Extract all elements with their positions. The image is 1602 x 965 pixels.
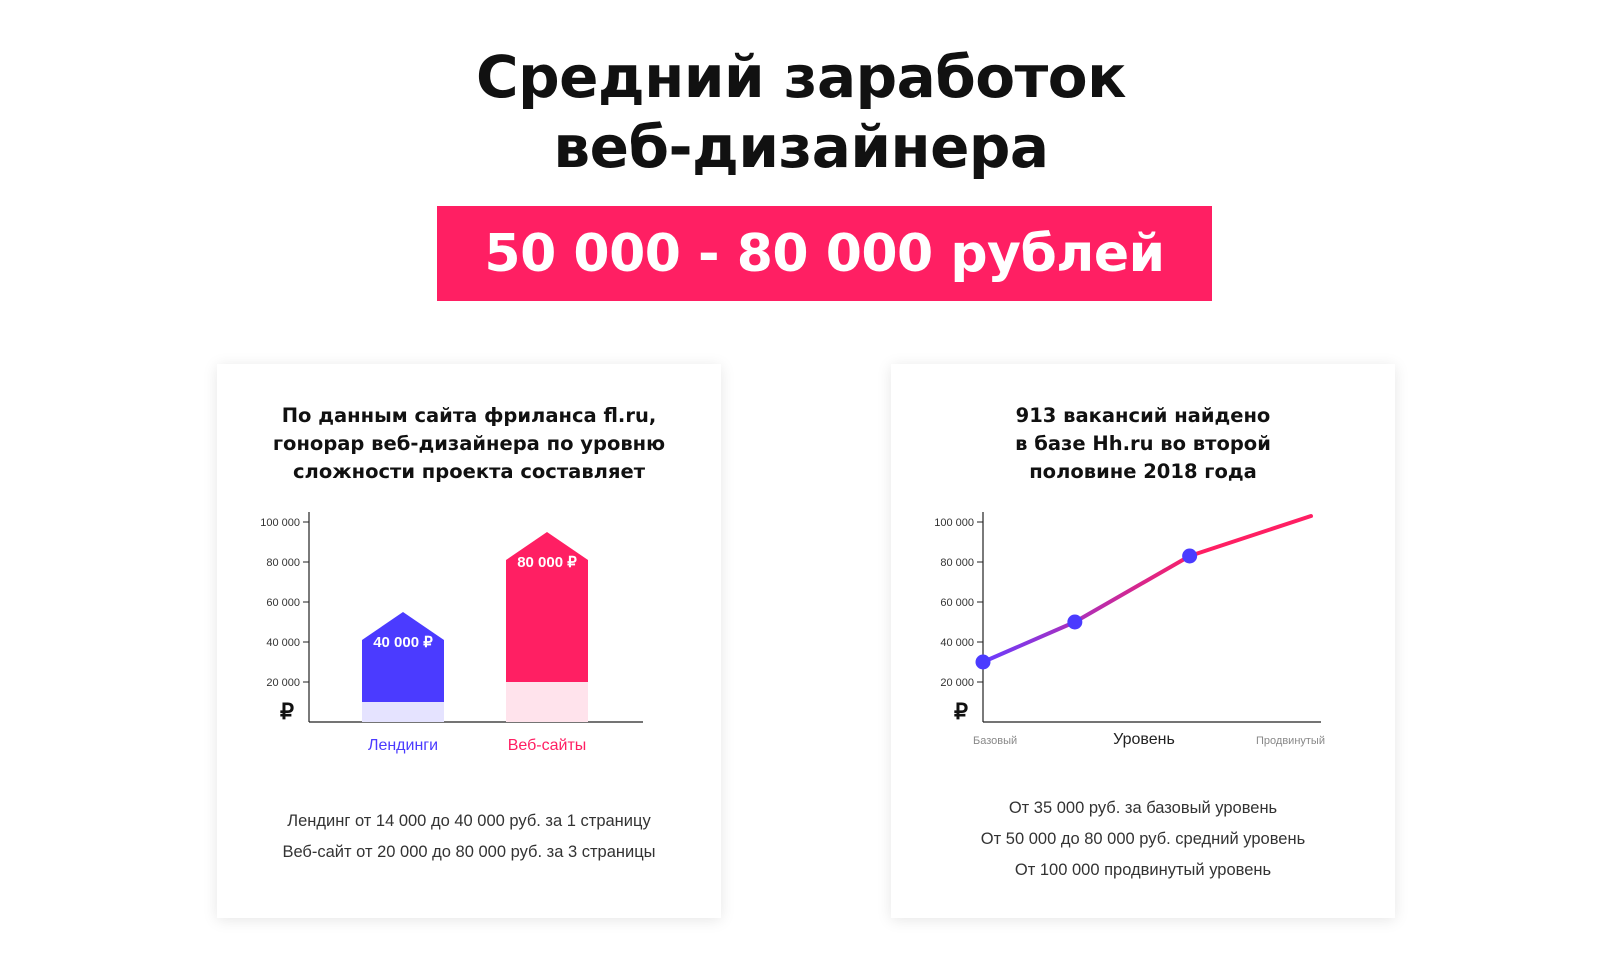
y-tick-label: 80 000 xyxy=(266,557,300,569)
currency-symbol: ₽ xyxy=(280,699,294,724)
y-tick-label: 40 000 xyxy=(940,637,974,649)
freelance-card-title: По данным сайта фриланса fl.ru, гонорар … xyxy=(217,402,721,486)
advanced-level-note: От 100 000 продвинутый уровень xyxy=(1014,861,1272,879)
y-tick-label: 40 000 xyxy=(266,637,300,649)
vacancies-card-title: 913 вакансий найдено в базе Hh.ru во вто… xyxy=(891,402,1395,486)
y-tick-label: 100 000 xyxy=(260,517,300,529)
vacancies-card-title-line: 913 вакансий найдено xyxy=(1015,404,1271,427)
vacancies-card-title-line: в базе Hh.ru во второй xyxy=(1015,432,1271,455)
x-category-label: Веб-сайты xyxy=(508,737,587,754)
y-tick-label: 100 000 xyxy=(934,517,974,529)
y-tick-label: 80 000 xyxy=(940,557,974,569)
data-point xyxy=(975,654,991,670)
freelance-rates-card: По данным сайта фриланса fl.ru, гонорар … xyxy=(217,364,721,918)
y-tick-label: 60 000 xyxy=(266,597,300,609)
page-title-line-1: Средний заработок xyxy=(476,43,1126,111)
bar xyxy=(362,612,444,702)
data-point xyxy=(1182,548,1198,564)
vacancies-notes: От 35 000 руб. за базовый уровень От 50 … xyxy=(891,793,1395,886)
freelance-card-title-line: сложности проекта составляет xyxy=(292,460,645,483)
x-end-label: Продвинутый xyxy=(1256,735,1325,747)
bar xyxy=(506,532,588,682)
page-title-line-2: веб-дизайнера xyxy=(553,113,1049,181)
vacancies-card-title-line: половине 2018 года xyxy=(1029,460,1257,483)
website-rate-note: Веб-сайт от 20 000 до 80 000 руб. за 3 с… xyxy=(282,843,656,861)
bar-data-label: 80 000 ₽ xyxy=(517,554,577,571)
y-tick-label: 20 000 xyxy=(266,677,300,689)
freelance-bar-chart: 100 000 80 000 60 000 40 000 20 000 ₽40 000 ₽… xyxy=(260,512,643,754)
salary-level-line-chart: 100 000 80 000 60 000 40 000 20 000 ₽ Базовый У… xyxy=(934,512,1325,748)
freelance-card-title-line: гонорар веб-дизайнера по уровню xyxy=(272,432,666,455)
currency-symbol: ₽ xyxy=(954,699,968,724)
bar-base-segment xyxy=(362,702,444,722)
basic-level-note: От 35 000 руб. за базовый уровень xyxy=(1008,799,1278,817)
bar-data-label: 40 000 ₽ xyxy=(373,634,433,651)
data-point xyxy=(1067,614,1083,630)
page-title: Средний заработок веб-дизайнера xyxy=(0,42,1602,182)
x-axis-title: Уровень xyxy=(1113,731,1175,748)
y-tick-label: 20 000 xyxy=(940,677,974,689)
y-tick-label: 60 000 xyxy=(940,597,974,609)
freelance-notes: Лендинг от 14 000 до 40 000 руб. за 1 ст… xyxy=(217,806,721,868)
x-start-label: Базовый xyxy=(973,735,1017,747)
salary-range-text: 50 000 - 80 000 рублей xyxy=(484,223,1165,284)
middle-level-note: От 50 000 до 80 000 руб. средний уровень xyxy=(980,830,1306,848)
landing-rate-note: Лендинг от 14 000 до 40 000 руб. за 1 ст… xyxy=(287,812,651,830)
salary-banner: 50 000 - 80 000 рублей xyxy=(437,206,1212,301)
series-line xyxy=(981,514,1313,664)
bar-base-segment xyxy=(506,682,588,722)
freelance-card-title-line: По данным сайта фриланса fl.ru, xyxy=(281,404,657,427)
x-category-label: Лендинги xyxy=(368,737,438,754)
vacancies-card: 913 вакансий найдено в базе Hh.ru во вто… xyxy=(891,364,1395,918)
